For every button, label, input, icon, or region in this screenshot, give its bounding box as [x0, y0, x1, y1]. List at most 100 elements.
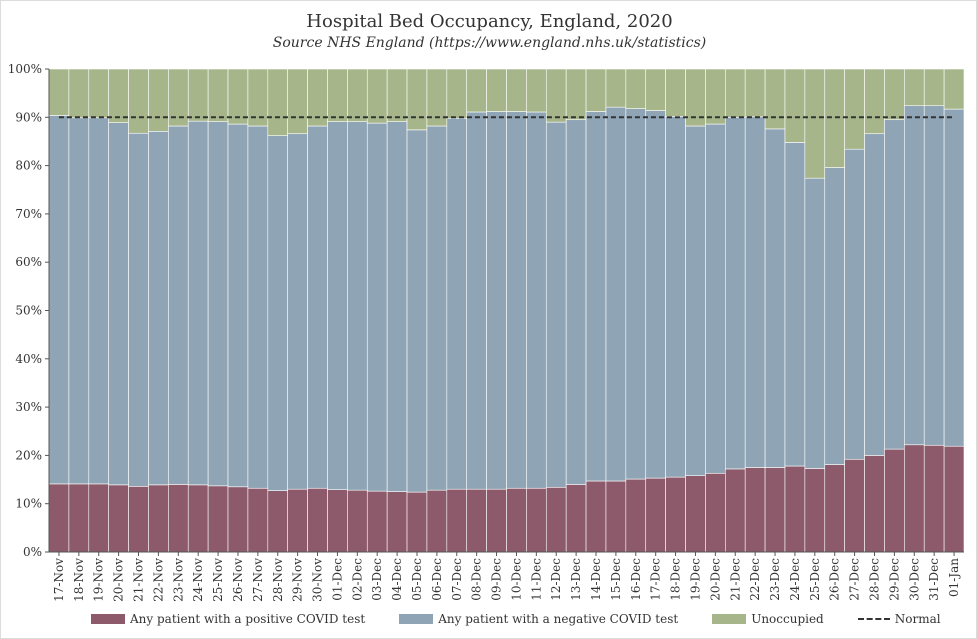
bar-positive-27: [585, 480, 607, 553]
bar-negative-1: [68, 117, 90, 485]
bar-unoccupied-35: [744, 68, 766, 118]
bar-negative-12: [287, 133, 308, 490]
bar-negative-5: [148, 131, 169, 486]
bar-negative-17: [386, 121, 408, 492]
bar-positive-20: [446, 488, 468, 553]
bar-positive-32: [685, 475, 706, 553]
legend-item-unoccupied: Unoccupied: [712, 612, 824, 626]
x-tick-label-9: 26-Nov: [231, 558, 245, 602]
bar-unoccupied-4: [128, 68, 149, 134]
bar-unoccupied-38: [804, 68, 826, 179]
x-tick-label-34: 21-Dec: [728, 558, 742, 601]
bar-unoccupied-0: [48, 68, 70, 116]
x-tick-label-11: 28-Nov: [271, 558, 285, 602]
y-tick-label-9: 90%: [15, 110, 42, 124]
bar-positive-18: [406, 491, 428, 553]
bar-negative-4: [128, 132, 149, 487]
x-tick-label-44: 31-Dec: [927, 558, 941, 601]
bar-negative-42: [884, 119, 905, 450]
bar-positive-36: [764, 467, 786, 553]
bar-negative-24: [526, 111, 547, 489]
bar-negative-16: [366, 122, 388, 492]
bar-unoccupied-18: [406, 68, 428, 131]
x-tick-label-17: 04-Dec: [390, 558, 404, 601]
x-tick-label-31: 18-Dec: [669, 558, 683, 601]
bar-positive-42: [884, 448, 905, 553]
x-tick-label-12: 29-Nov: [291, 558, 305, 602]
bar-unoccupied-8: [207, 68, 229, 122]
bar-negative-28: [605, 106, 627, 482]
bar-positive-23: [506, 487, 527, 553]
x-tick-label-28: 15-Dec: [609, 558, 623, 601]
bar-unoccupied-16: [366, 68, 388, 124]
bar-negative-26: [565, 119, 587, 485]
bar-unoccupied-36: [764, 68, 786, 130]
bar-positive-19: [426, 489, 448, 553]
bar-positive-25: [545, 486, 567, 553]
x-tick-label-15: 02-Dec: [350, 558, 364, 601]
bar-positive-40: [844, 458, 865, 553]
x-tick-label-23: 10-Dec: [509, 558, 523, 601]
y-tick-label-0: 0%: [23, 545, 42, 559]
bar-unoccupied-44: [923, 68, 945, 107]
bar-negative-29: [625, 108, 647, 480]
legend-item-negative: Any patient with a negative COVID test: [399, 612, 678, 626]
bar-positive-21: [466, 488, 487, 553]
bar-negative-10: [247, 125, 269, 489]
bar-unoccupied-15: [347, 68, 368, 122]
y-tick-label-8: 80%: [15, 159, 42, 173]
bar-negative-37: [784, 142, 806, 467]
bar-unoccupied-23: [506, 68, 527, 112]
x-tick-label-2: 19-Nov: [92, 558, 106, 602]
x-tick-label-18: 05-Dec: [410, 558, 424, 601]
bar-unoccupied-27: [585, 68, 607, 112]
bar-unoccupied-43: [904, 68, 925, 107]
bar-positive-35: [744, 467, 766, 553]
bar-positive-26: [565, 484, 587, 553]
bar-unoccupied-9: [227, 68, 249, 125]
bar-negative-0: [48, 115, 70, 485]
x-tick-label-27: 14-Dec: [589, 558, 603, 601]
bar-positive-28: [605, 480, 627, 553]
x-tick-label-39: 26-Dec: [828, 558, 842, 601]
bar-positive-30: [645, 477, 666, 553]
bar-unoccupied-14: [327, 68, 348, 122]
y-tick-label-10: 100%: [8, 62, 42, 76]
bar-positive-2: [88, 483, 109, 553]
bar-unoccupied-41: [864, 68, 885, 135]
bar-negative-25: [545, 121, 567, 488]
x-tick-label-37: 24-Dec: [788, 558, 802, 601]
x-tick-label-0: 17-Nov: [52, 558, 66, 602]
bar-unoccupied-12: [287, 68, 308, 135]
x-tick-label-14: 01-Dec: [330, 558, 344, 601]
bar-unoccupied-42: [884, 68, 905, 121]
bar-positive-37: [784, 465, 806, 553]
bar-negative-2: [88, 117, 109, 485]
bar-unoccupied-7: [187, 68, 209, 122]
legend-swatch-positive: [91, 614, 125, 624]
legend-label-unoccupied: Unoccupied: [751, 612, 824, 626]
bar-positive-45: [943, 445, 965, 553]
bar-positive-24: [526, 487, 547, 553]
x-tick-label-45: 01-Jan: [947, 558, 961, 597]
bar-positive-1: [68, 483, 90, 553]
bar-positive-0: [48, 483, 70, 553]
x-tick-label-35: 22-Dec: [748, 558, 762, 601]
bar-unoccupied-25: [545, 68, 567, 123]
x-tick-label-24: 11-Dec: [529, 558, 543, 601]
x-tick-label-26: 13-Dec: [569, 558, 583, 601]
bar-positive-15: [347, 489, 368, 553]
bar-positive-5: [148, 484, 169, 553]
bar-negative-32: [685, 125, 706, 476]
bar-positive-4: [128, 486, 149, 553]
bar-unoccupied-30: [645, 68, 666, 111]
bar-unoccupied-21: [466, 68, 487, 113]
x-tick-label-21: 08-Dec: [470, 558, 484, 601]
bar-negative-15: [347, 121, 368, 491]
bar-positive-17: [386, 491, 408, 553]
bar-negative-11: [267, 135, 288, 491]
x-tick-label-36: 23-Dec: [768, 558, 782, 601]
bar-negative-41: [864, 133, 885, 456]
x-tick-label-43: 30-Dec: [907, 558, 921, 601]
